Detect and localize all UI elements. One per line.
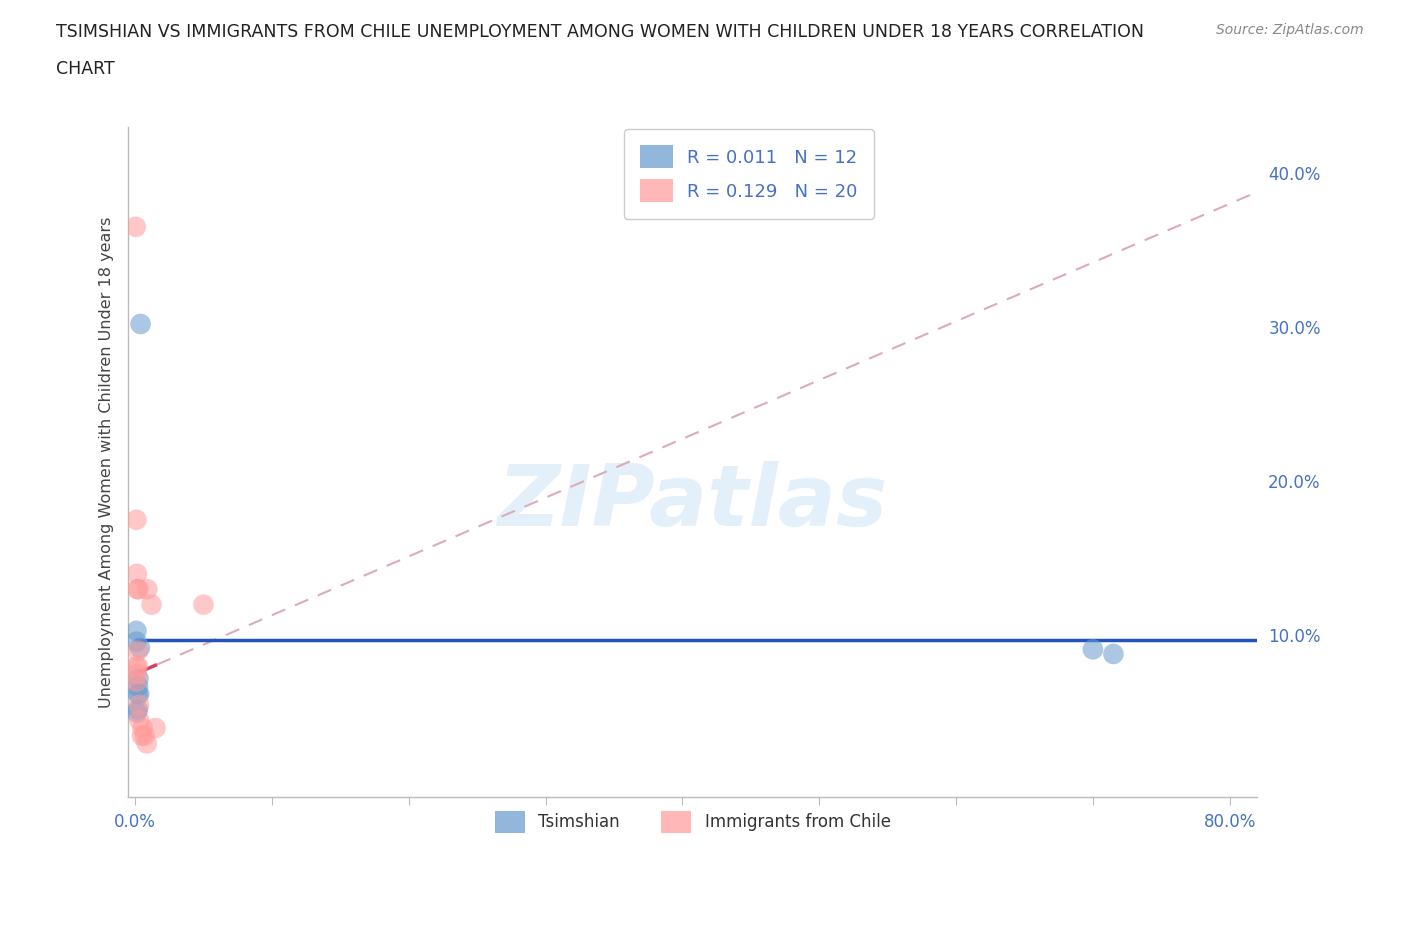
Point	[1102, 646, 1125, 661]
Point	[128, 671, 150, 686]
Point	[125, 219, 148, 234]
Point	[145, 721, 167, 736]
Point	[125, 658, 148, 673]
Point	[125, 634, 148, 649]
Point	[128, 641, 150, 656]
Point	[127, 644, 149, 658]
Point	[128, 686, 150, 701]
Point	[125, 705, 148, 720]
Point	[127, 658, 149, 673]
Legend: Tsimshian, Immigrants from Chile: Tsimshian, Immigrants from Chile	[481, 798, 904, 846]
Point	[128, 712, 150, 727]
Point	[125, 667, 148, 682]
Point	[127, 686, 149, 701]
Text: Source: ZipAtlas.com: Source: ZipAtlas.com	[1216, 23, 1364, 37]
Point	[127, 679, 149, 694]
Point	[135, 736, 157, 751]
Point	[125, 623, 148, 638]
Point	[141, 597, 163, 612]
Point	[128, 698, 150, 712]
Y-axis label: Unemployment Among Women with Children Under 18 years: Unemployment Among Women with Children U…	[100, 217, 114, 708]
Point	[127, 582, 149, 597]
Point	[136, 582, 159, 597]
Text: CHART: CHART	[56, 60, 115, 77]
Point	[129, 316, 152, 331]
Point	[134, 728, 156, 743]
Point	[1081, 642, 1104, 657]
Point	[131, 728, 153, 743]
Point	[193, 597, 215, 612]
Point	[127, 702, 149, 717]
Point	[125, 674, 148, 689]
Text: TSIMSHIAN VS IMMIGRANTS FROM CHILE UNEMPLOYMENT AMONG WOMEN WITH CHILDREN UNDER : TSIMSHIAN VS IMMIGRANTS FROM CHILE UNEMP…	[56, 23, 1144, 41]
Point	[125, 566, 148, 581]
Point	[125, 512, 148, 527]
Point	[131, 721, 153, 736]
Point	[128, 582, 150, 597]
Text: ZIPatlas: ZIPatlas	[498, 460, 887, 544]
